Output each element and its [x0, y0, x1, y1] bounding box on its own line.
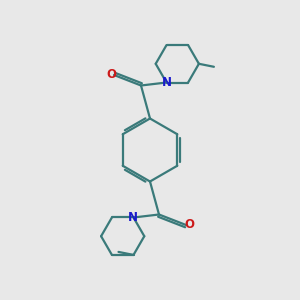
Text: N: N — [162, 76, 172, 89]
Text: N: N — [128, 211, 138, 224]
Text: O: O — [184, 218, 194, 232]
Text: O: O — [106, 68, 117, 82]
